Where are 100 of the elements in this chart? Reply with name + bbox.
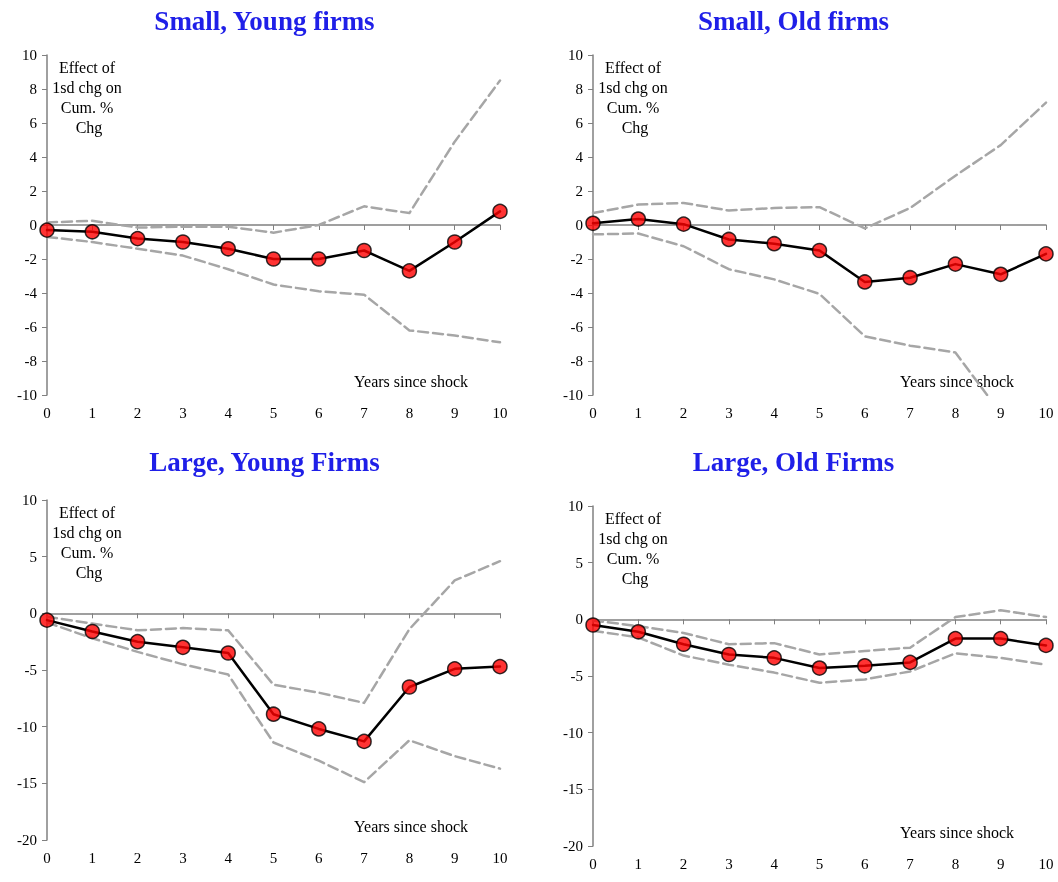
x-axis-title: Years since shock <box>900 823 1015 841</box>
x-tick-label: 0 <box>589 855 597 872</box>
x-tick-label: 5 <box>269 849 278 866</box>
point <box>129 230 146 247</box>
point <box>446 234 463 250</box>
x-tick-label: 8 <box>405 849 414 866</box>
point <box>401 263 418 279</box>
point <box>1038 637 1054 654</box>
x-tick-label: 7 <box>906 855 915 872</box>
y-tick-label: 4 <box>29 149 38 165</box>
x-tick-label: 7 <box>360 849 369 866</box>
point <box>766 235 782 252</box>
point <box>902 654 918 671</box>
y-tick-label: -15 <box>563 781 583 798</box>
x-tick-label: 10 <box>492 404 508 421</box>
y-tick-label: 2 <box>575 183 583 199</box>
x-tick-label: 1 <box>634 855 643 872</box>
chart-title: Large, Young Firms <box>149 446 380 477</box>
x-tick-label: 1 <box>88 849 97 866</box>
y-tick-label: 0 <box>575 611 583 628</box>
x-tick-label: 8 <box>405 404 414 421</box>
y-tick-label: 5 <box>575 554 583 571</box>
x-axis-title: Years since shock <box>900 372 1015 390</box>
y-axis-title: Effect of 1sd chg on Cum. % Chg <box>52 503 126 582</box>
point <box>721 646 737 663</box>
x-tick-label: 1 <box>88 404 97 421</box>
y-tick-label: -10 <box>563 724 583 741</box>
x-tick-label: 2 <box>679 404 688 421</box>
point <box>446 661 463 677</box>
x-tick-label: 7 <box>906 404 915 421</box>
x-tick-label: 5 <box>269 404 278 421</box>
y-tick-label: -20 <box>17 832 37 848</box>
x-tick-label: 9 <box>450 404 459 421</box>
y-tick-label: -5 <box>570 668 583 684</box>
point <box>811 660 828 676</box>
y-tick-label: 0 <box>29 217 37 233</box>
x-tick-label: 5 <box>815 404 824 421</box>
x-tick-label: 3 <box>725 855 733 872</box>
x-tick-label: 4 <box>770 855 779 872</box>
y-tick-label: 8 <box>29 81 37 97</box>
y-tick-label: 10 <box>22 492 37 508</box>
point <box>630 211 647 227</box>
x-tick-label: 4 <box>770 404 779 421</box>
x-tick-label: 3 <box>179 404 187 421</box>
point <box>175 234 191 250</box>
x-tick-label: 7 <box>360 404 369 421</box>
x-tick-label: 9 <box>450 849 459 866</box>
y-tick-label: -2 <box>570 251 583 267</box>
point <box>356 733 372 750</box>
y-tick-label: -6 <box>570 319 584 335</box>
point <box>220 645 236 661</box>
y-tick-label: -8 <box>24 353 37 369</box>
chart-title: Small, Old firms <box>697 5 890 36</box>
point <box>902 269 918 286</box>
point <box>84 623 101 640</box>
y-tick-label: -20 <box>563 838 583 854</box>
y-tick-label: 6 <box>575 115 584 131</box>
point <box>39 222 55 238</box>
x-tick-label: 8 <box>951 855 960 872</box>
x-tick-label: 5 <box>815 855 824 872</box>
x-tick-label: 3 <box>179 849 187 866</box>
y-axis-title: Effect of 1sd chg on Cum. % Chg <box>598 58 672 137</box>
y-tick-label: 10 <box>568 47 583 63</box>
x-tick-label: 6 <box>315 849 324 866</box>
x-tick-label: 8 <box>951 404 960 421</box>
y-axis-title: Effect of 1sd chg on Cum. % Chg <box>52 58 126 137</box>
y-tick-label: -2 <box>24 251 37 267</box>
point <box>220 241 236 257</box>
point <box>1038 246 1054 262</box>
x-tick-label: 9 <box>996 404 1005 421</box>
x-tick-label: 0 <box>43 849 51 866</box>
y-tick-label: -4 <box>570 285 584 301</box>
x-tick-label: 6 <box>861 404 870 421</box>
y-tick-label: -5 <box>24 662 37 678</box>
x-tick-label: 1 <box>634 404 643 421</box>
x-tick-label: 2 <box>679 855 688 872</box>
point <box>356 242 372 259</box>
x-tick-label: 2 <box>133 849 142 866</box>
chart-title: Large, Old Firms <box>692 446 895 477</box>
point <box>585 617 601 633</box>
y-tick-label: 10 <box>568 498 583 514</box>
x-tick-label: 10 <box>1038 404 1054 421</box>
point <box>675 636 692 653</box>
x-tick-label: 9 <box>996 855 1005 872</box>
point <box>311 251 327 267</box>
x-tick-label: 3 <box>725 404 733 421</box>
x-tick-label: 0 <box>589 404 597 421</box>
point <box>492 658 508 675</box>
x-tick-label: 4 <box>224 849 233 866</box>
point <box>585 215 601 232</box>
y-axis-title: Effect of 1sd chg on Cum. % Chg <box>598 509 672 588</box>
x-tick-label: 10 <box>492 849 508 866</box>
chart-title: Small, Young firms <box>154 5 375 36</box>
y-tick-label: 4 <box>575 149 584 165</box>
x-tick-label: 6 <box>861 855 870 872</box>
point <box>947 630 964 647</box>
y-tick-label: 10 <box>22 47 37 63</box>
point <box>857 274 873 290</box>
point <box>992 266 1009 283</box>
y-tick-label: -10 <box>17 387 37 403</box>
